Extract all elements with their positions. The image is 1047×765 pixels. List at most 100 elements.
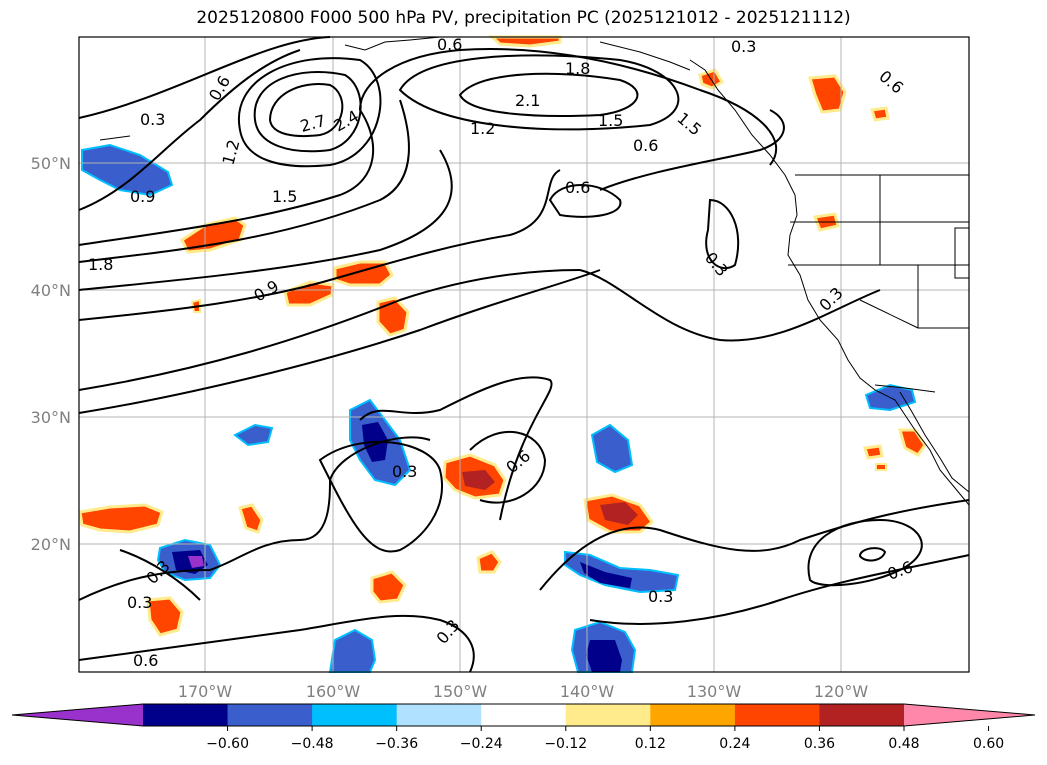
pv-contour: [119, 549, 201, 601]
colorbar-segment: [312, 704, 398, 726]
pv-contour: [78, 36, 331, 119]
colorbar-tick-label: 0.60: [973, 736, 1004, 752]
contour-label: 1.5: [272, 187, 297, 206]
precip-neg-blob: [81, 143, 174, 197]
lat-label: 50°N: [31, 154, 71, 173]
pv-contours: [78, 36, 970, 673]
colorbar-segment: [143, 704, 229, 726]
contour-labels: 0.3 0.6 0.9 1.2 1.5 1.8 2.1 2.4 2.7 0.6 …: [88, 35, 915, 670]
pv-contour: [318, 440, 443, 553]
precip-pos-blob: [180, 216, 247, 254]
pv-contour: [78, 49, 301, 211]
contour-label: 0.3: [392, 462, 417, 481]
lat-label: 20°N: [31, 535, 71, 554]
pv-contour: [237, 57, 382, 168]
pv-contour: [539, 499, 970, 591]
pv-contour: [78, 436, 431, 601]
colorbar-tick-label: −0.48: [291, 736, 334, 752]
colorbar-segment: [819, 704, 905, 726]
border-us-mexico: [874, 384, 936, 393]
lon-label: 120°W: [814, 682, 869, 701]
colorbar-tick-label: −0.12: [544, 736, 587, 752]
precip-pos-blob: [78, 503, 164, 534]
map-frame: [78, 36, 970, 673]
contour-label: 1.5: [598, 111, 623, 130]
contour-label: 0.9: [130, 187, 155, 206]
pv-contour: [599, 109, 785, 191]
contour-label: 0.6: [633, 136, 658, 155]
colorbar-tick-label: −0.60: [206, 736, 249, 752]
precip-pos-blob: [376, 296, 410, 337]
contour-label: 0.6: [133, 651, 158, 670]
colorbar-extend-low: [12, 704, 143, 726]
precip-pos-blob: [462, 470, 495, 490]
contour-label: 0.3: [127, 593, 152, 612]
pv-contour: [268, 83, 344, 138]
pv-contour: [705, 198, 740, 270]
colorbar-tick-label: −0.36: [375, 736, 418, 752]
colorbar-tick-label: 0.48: [888, 736, 919, 752]
colorbar-outline: [11, 703, 1036, 727]
colorbar-tick-label: 0.36: [804, 736, 835, 752]
colorbar: −0.60 −0.48 −0.36 −0.24 −0.12 0.12 0.24 0.36 0.4…: [11, 703, 1036, 752]
precip-pos-blob: [808, 74, 847, 114]
map-background: [79, 37, 969, 672]
precip-pos-blob: [238, 503, 264, 534]
colorbar-segment: [734, 704, 820, 726]
pv-contour: [548, 184, 622, 218]
colorbar-tick-label: 0.24: [719, 736, 750, 752]
graticule: [79, 37, 969, 672]
precip-pos-blob: [370, 570, 407, 604]
pv-contour: [458, 72, 639, 117]
pv-contour: [579, 269, 881, 342]
colorbar-segment: [481, 704, 567, 726]
precip-pos-blob: [488, 35, 562, 48]
precip-neg-blob: [586, 640, 622, 672]
precip-neg-blob: [564, 550, 680, 594]
precip-pos-blob: [870, 106, 890, 122]
lat-label: 40°N: [31, 281, 71, 300]
precip-pos-blob: [476, 550, 502, 574]
pv-contour: [78, 269, 581, 391]
colorbar-segment: [565, 704, 651, 726]
precip-neg-blob: [188, 556, 204, 568]
pv-contour: [78, 149, 453, 291]
precip-pos-blob: [333, 260, 394, 287]
pv-contour: [398, 54, 680, 131]
colorbar-segment: [396, 704, 482, 726]
pv-contour: [807, 518, 923, 587]
coastline-gulf-california: [899, 391, 970, 493]
colorbar-segment: [650, 704, 736, 726]
contour-label: 0.6: [437, 35, 462, 54]
lon-label: 140°W: [560, 682, 615, 701]
contour-label: 0.3: [140, 110, 165, 129]
pv-contour: [78, 169, 561, 321]
colorbar-segment: [227, 704, 313, 726]
precip-neg-blob: [590, 423, 634, 474]
contour-label: 1.8: [88, 255, 113, 274]
contour-label: 1.8: [565, 59, 590, 78]
map-title: 2025120800 F000 500 hPa PV, precipitatio…: [196, 8, 851, 28]
contour-label: 0.3: [731, 37, 756, 56]
precip-pos-blob: [875, 463, 887, 471]
colorbar-extend-high: [904, 704, 1035, 726]
contour-label: 0.6: [565, 178, 590, 197]
coastline-alaska: [344, 36, 441, 51]
lon-label: 170°W: [178, 682, 233, 701]
pv-contour: [253, 71, 362, 153]
pv-contour: [78, 269, 601, 414]
pv-contour: [858, 547, 887, 562]
pv-contour: [359, 376, 553, 521]
precip-pos-blob: [863, 444, 884, 460]
latitude-labels: 50°N 40°N 30°N 20°N: [31, 154, 71, 554]
longitude-labels: 170°W 160°W 150°W 140°W 130°W 120°W: [178, 682, 869, 701]
contour-label: 2.1: [515, 91, 540, 110]
coastline-aleutians: [99, 135, 131, 141]
colorbar-tick-label: −0.24: [460, 736, 503, 752]
pv-contour: [469, 431, 547, 504]
pv-contour: [78, 48, 777, 246]
precip-pos-blob: [898, 428, 927, 457]
lon-label: 130°W: [687, 682, 742, 701]
colorbar-tick-label: 0.12: [635, 736, 666, 752]
